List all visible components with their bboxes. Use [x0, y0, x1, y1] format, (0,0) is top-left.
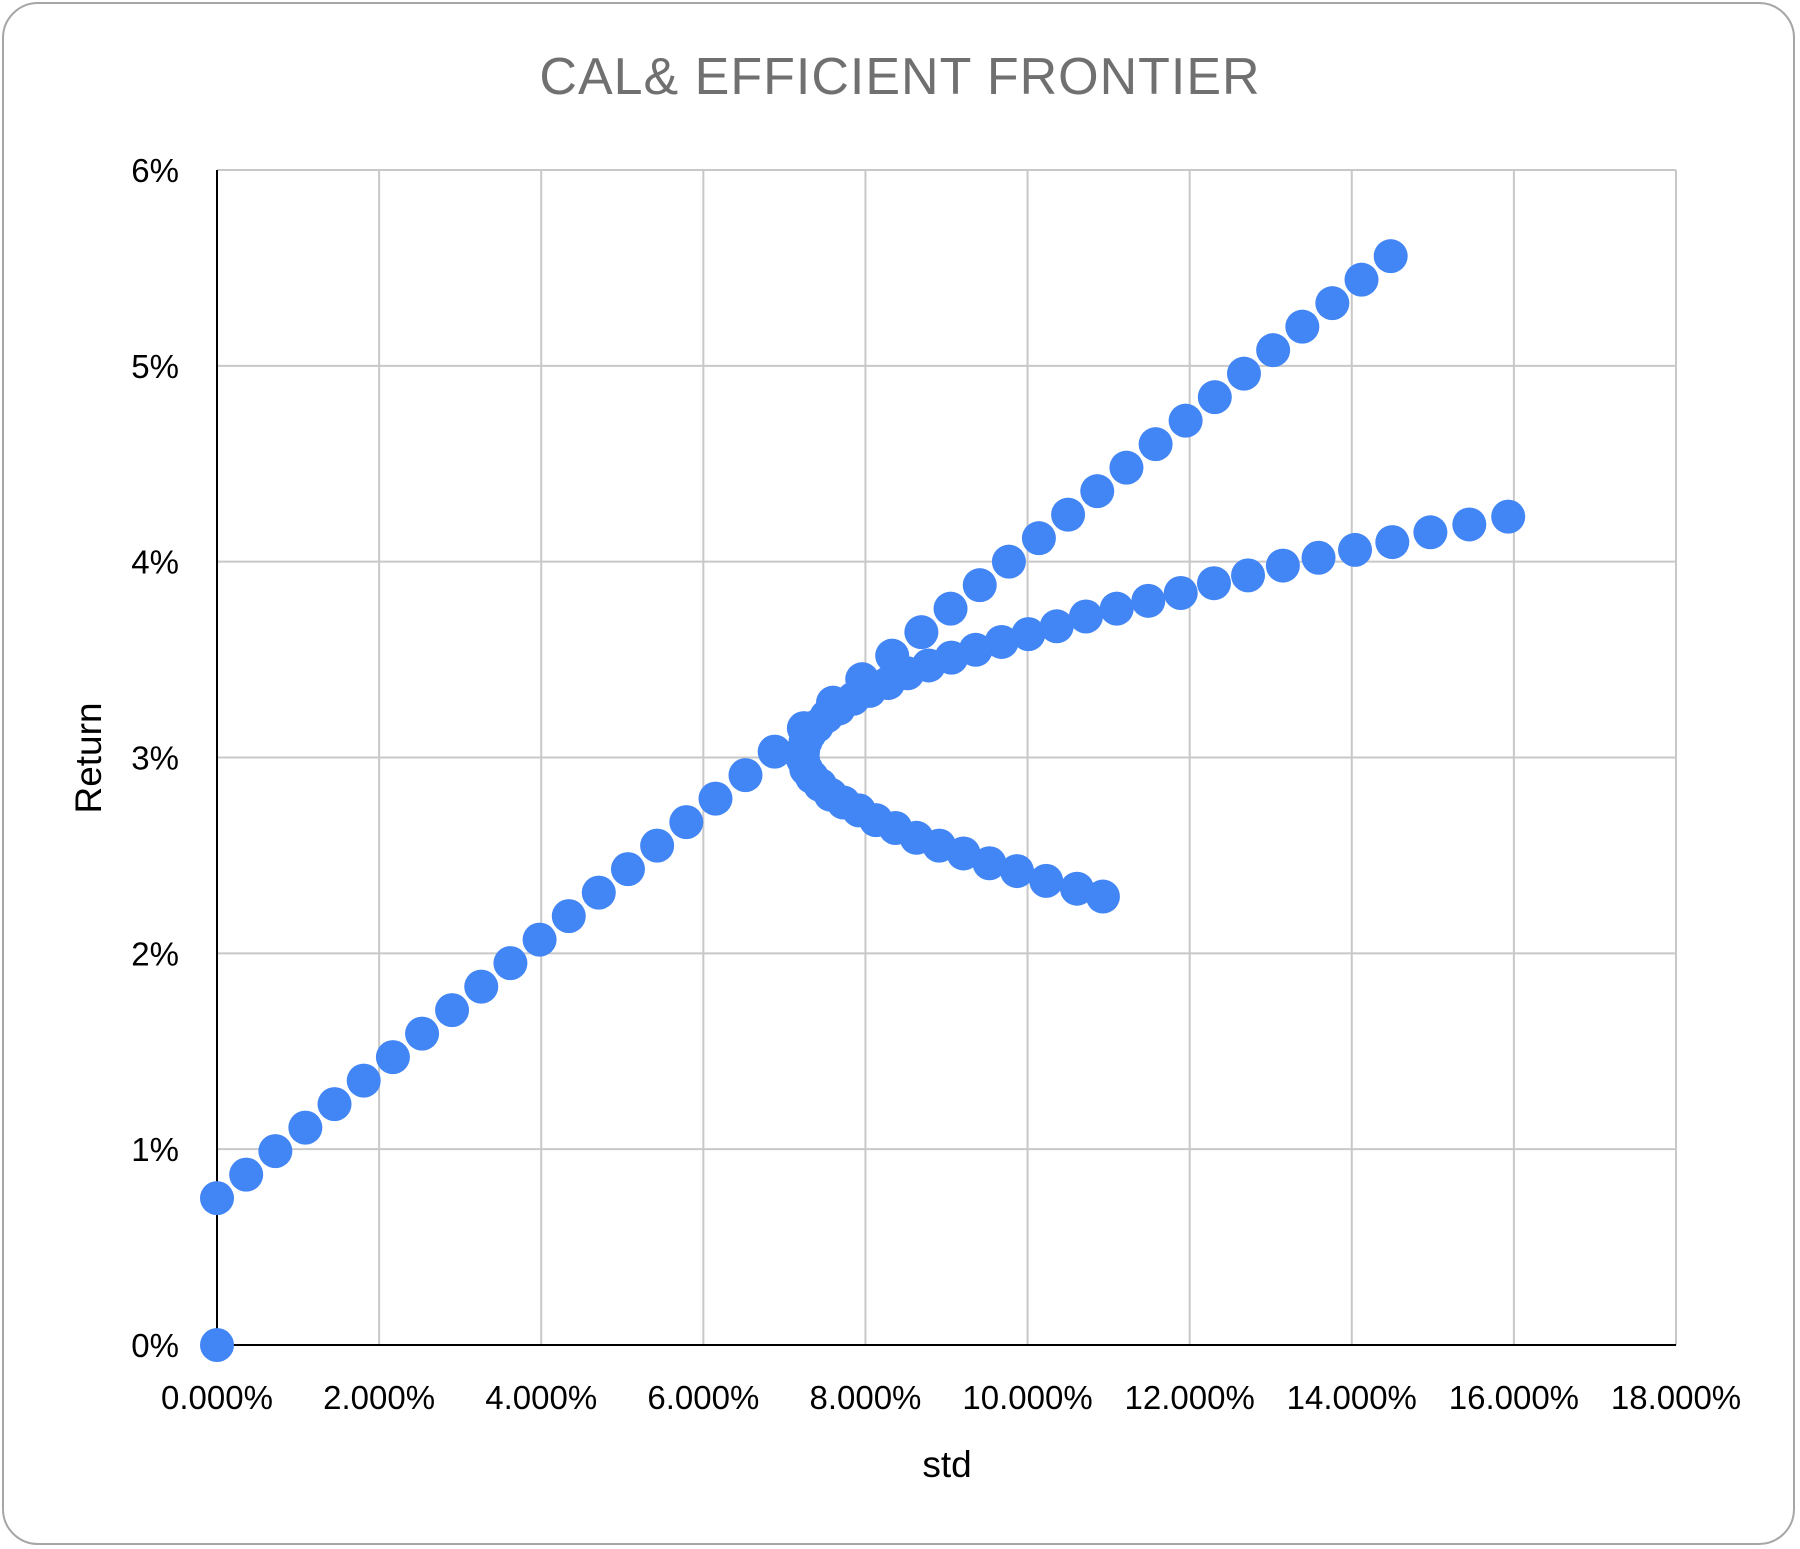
y-tick-label: 1% [131, 1131, 179, 1168]
data-point [1109, 450, 1144, 485]
x-axis-title: std [922, 1444, 971, 1485]
data-point [1021, 521, 1056, 556]
data-point [962, 568, 997, 603]
data-point [1131, 583, 1166, 618]
data-point [1452, 507, 1487, 542]
x-tick-label: 10.000% [962, 1379, 1092, 1416]
x-tick-label: 8.000% [809, 1379, 921, 1416]
data-point [1099, 591, 1134, 626]
chart-title: CAL& EFFICIENT FRONTIER [539, 48, 1260, 106]
data-point [1338, 532, 1373, 567]
data-point [493, 946, 528, 981]
grid [217, 169, 1677, 1345]
y-axis-title: Return [68, 702, 109, 813]
data-point [757, 734, 792, 769]
data-point [1231, 558, 1266, 593]
data-point [551, 899, 586, 934]
y-tick-label: 5% [131, 348, 179, 385]
data-point [1413, 515, 1448, 550]
data-point [1373, 239, 1408, 274]
y-axis-ticks: 0% 1% 2% 3% 4% 5% 6% [131, 152, 179, 1364]
data-point [1068, 599, 1103, 634]
data-point [1285, 309, 1320, 344]
data-point [669, 805, 704, 840]
data-point [1301, 540, 1336, 575]
data-point [1011, 617, 1046, 652]
data-point [1375, 525, 1410, 560]
x-tick-label: 6.000% [647, 1379, 759, 1416]
data-point [200, 1328, 234, 1362]
data-point [610, 852, 645, 887]
y-tick-label: 3% [131, 740, 179, 777]
data-points [200, 239, 1526, 1362]
x-tick-label: 14.000% [1287, 1379, 1417, 1416]
data-point [405, 1016, 440, 1051]
data-point [522, 922, 557, 957]
y-tick-label: 6% [131, 152, 179, 189]
data-point [288, 1110, 323, 1145]
axes [216, 170, 1676, 1346]
data-point [640, 828, 675, 863]
data-point [1226, 356, 1261, 391]
y-tick-label: 2% [131, 935, 179, 972]
data-point [1197, 380, 1232, 415]
data-point [1085, 879, 1120, 914]
data-point [317, 1087, 352, 1122]
data-point [984, 624, 1019, 659]
y-tick-label: 0% [131, 1327, 179, 1364]
x-axis-ticks: 0.000% 2.000% 4.000% 6.000% 8.000% 10.000% 12.… [161, 1379, 1741, 1416]
data-point [581, 875, 616, 910]
data-point [1039, 609, 1074, 644]
data-point [698, 781, 733, 816]
data-point [1265, 548, 1300, 583]
data-point [435, 993, 470, 1028]
data-point [991, 544, 1026, 579]
x-tick-label: 2.000% [323, 1379, 435, 1416]
data-point [1196, 566, 1231, 601]
data-point [1315, 286, 1350, 321]
data-point [375, 1040, 410, 1075]
data-point [1138, 427, 1173, 462]
data-point [1059, 871, 1094, 906]
x-tick-label: 12.000% [1125, 1379, 1255, 1416]
data-point [464, 969, 499, 1004]
data-point [1256, 333, 1291, 368]
data-point [728, 758, 763, 793]
data-point [229, 1157, 264, 1192]
data-point [958, 632, 993, 667]
x-tick-label: 16.000% [1449, 1379, 1579, 1416]
y-tick-label: 4% [131, 544, 179, 581]
data-point [1344, 262, 1379, 297]
data-point [1163, 576, 1198, 610]
data-point [1080, 474, 1115, 509]
data-point [200, 1181, 234, 1216]
x-tick-label: 18.000% [1611, 1379, 1741, 1416]
data-point [933, 591, 968, 626]
data-point [1000, 854, 1035, 889]
data-point [1168, 403, 1203, 438]
x-tick-label: 0.000% [161, 1379, 273, 1416]
data-point [972, 846, 1007, 881]
data-point [346, 1063, 381, 1098]
data-point [1491, 499, 1526, 534]
data-point [1051, 497, 1086, 532]
data-point [1029, 863, 1064, 898]
x-tick-label: 4.000% [485, 1379, 597, 1416]
data-point [904, 615, 939, 650]
data-point [258, 1134, 293, 1169]
